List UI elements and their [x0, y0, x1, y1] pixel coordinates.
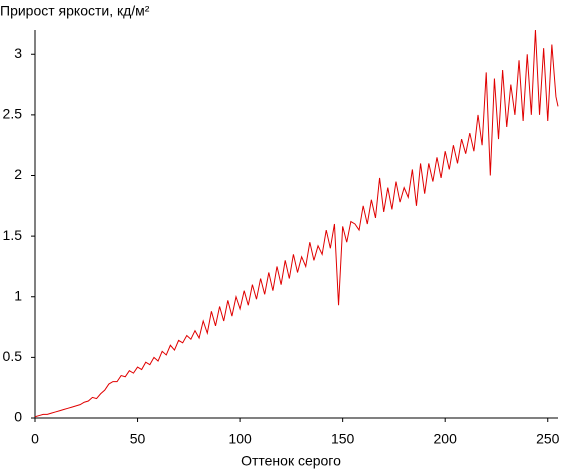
x-tick-label: 150 [331, 431, 355, 447]
x-axis-label: Оттенок серого [241, 453, 341, 469]
y-tick-label: 2 [14, 166, 22, 182]
x-tick-label: 0 [31, 431, 39, 447]
data-line [34, 29, 559, 418]
x-tick-label: 50 [130, 431, 146, 447]
x-tick-label: 250 [536, 431, 560, 447]
x-tick-label: 200 [434, 431, 458, 447]
y-tick-label: 0.5 [3, 348, 23, 364]
y-tick-label: 2.5 [3, 106, 23, 122]
x-tick-label: 100 [228, 431, 252, 447]
y-tick-label: 1.5 [3, 227, 23, 243]
y-tick-label: 1 [14, 287, 22, 303]
y-tick-label: 3 [14, 45, 22, 61]
chart-title: Прирост яркости, кд/м² [0, 3, 150, 19]
y-tick-label: 0 [14, 409, 22, 425]
